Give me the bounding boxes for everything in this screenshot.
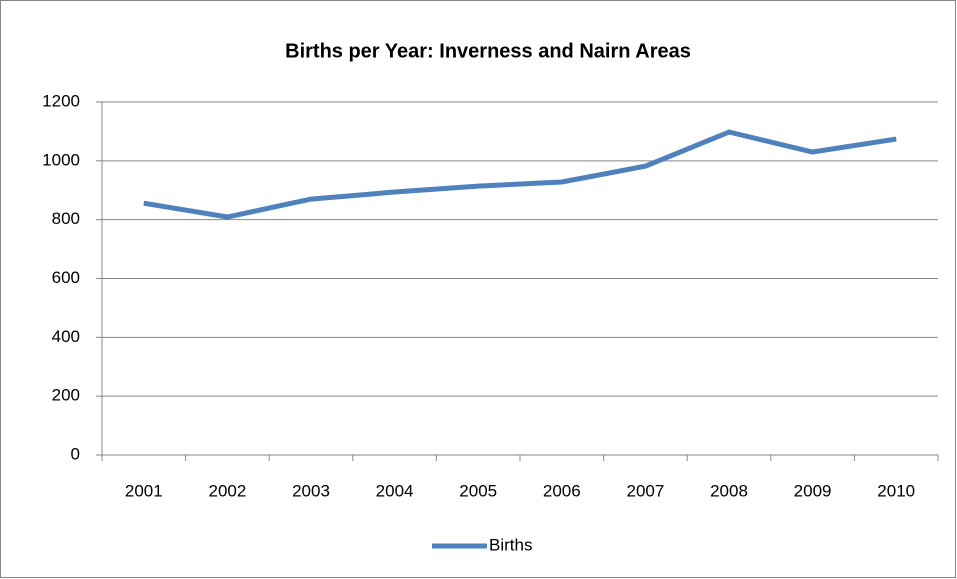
x-tick-label: 2007 <box>626 481 664 500</box>
y-tick-label: 1000 <box>42 150 80 169</box>
x-tick-label: 2003 <box>292 481 330 500</box>
x-tick-label: 2001 <box>125 481 163 500</box>
x-tick-label: 2009 <box>794 481 832 500</box>
y-tick-label: 800 <box>52 209 80 228</box>
chart-title: Births per Year: Inverness and Nairn Are… <box>285 40 691 62</box>
x-tick-label: 2010 <box>877 481 915 500</box>
y-tick-label: 400 <box>52 327 80 346</box>
x-tick-label: 2005 <box>459 481 497 500</box>
y-tick-label: 0 <box>71 444 80 463</box>
x-tick-label: 2004 <box>376 481 414 500</box>
legend-label: Births <box>489 535 532 554</box>
y-tick-label: 1200 <box>42 91 80 110</box>
y-tick-label: 600 <box>52 268 80 287</box>
x-tick-label: 2006 <box>543 481 581 500</box>
y-tick-label: 200 <box>52 386 80 405</box>
x-tick-label: 2002 <box>208 481 246 500</box>
x-tick-label: 2008 <box>710 481 748 500</box>
data-line <box>143 129 897 220</box>
